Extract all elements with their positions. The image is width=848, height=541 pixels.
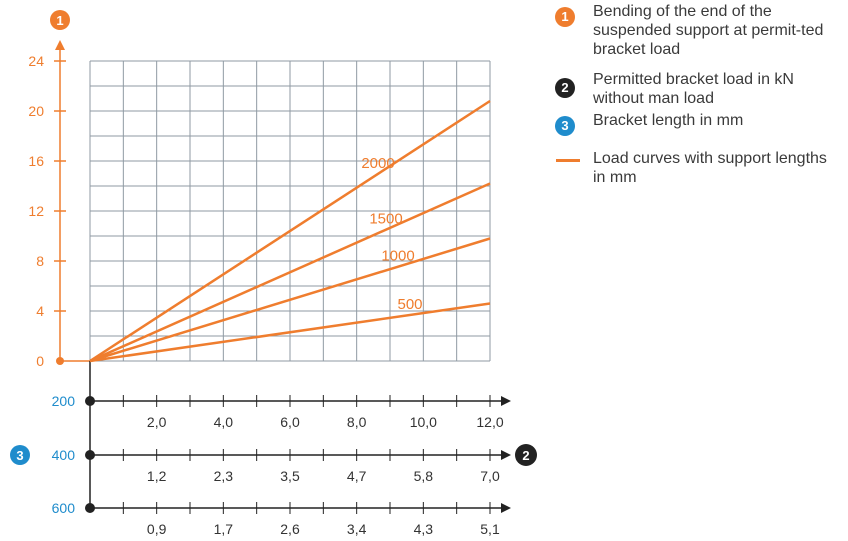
x-tick-label: 4,7 (347, 468, 367, 484)
x-axis-origin-dot (85, 450, 95, 460)
legend-text: Bending of the end of the suspended supp… (593, 3, 824, 58)
x-tick-label: 0,9 (147, 521, 167, 537)
bracket-length-label: 600 (52, 500, 76, 516)
x-tick-label: 5,1 (480, 521, 500, 537)
legend-text: Bracket length in mm (593, 112, 744, 129)
load-curves: 2000 1500 1000 500 (89, 99, 491, 363)
x-tick-label: 2,0 (147, 414, 167, 430)
x-axis-arrow-icon (501, 450, 511, 460)
bracket-length-label: 400 (52, 447, 76, 463)
x-tick-label: 5,8 (414, 468, 434, 484)
y-tick-label: 4 (36, 303, 44, 319)
y-tick-label: 24 (28, 53, 44, 69)
x-axes: 200 2,0 4,0 6,0 8,0 10,0 12,0 400 1,2 2,3 3,5 4,7 5,… (10, 361, 537, 537)
load-curve-500 (89, 302, 491, 363)
x-tick-label: 6,0 (280, 414, 300, 430)
badge-1-icon: 1 (555, 7, 575, 27)
x-axis-arrow-icon (501, 503, 511, 513)
legend-text: Permitted bracket load in kN without man… (593, 71, 794, 107)
x-axis-origin-dot (85, 503, 95, 513)
load-curve-2000 (89, 99, 491, 363)
badge-3-icon: 3 (555, 116, 575, 136)
badge-2-icon (515, 444, 537, 466)
y-axis: 1 0 4 8 12 16 20 24 (28, 10, 90, 369)
badge-3-icon (10, 445, 30, 465)
curve-label-500: 500 (397, 296, 422, 313)
badge-2-icon: 2 (555, 78, 575, 98)
x-tick-label: 3,4 (347, 521, 367, 537)
x-tick-label: 2,3 (214, 468, 234, 484)
x-tick-label: 4,3 (414, 521, 434, 537)
load-curve-1500 (89, 182, 491, 363)
curve-label-1000: 1000 (381, 248, 414, 265)
x-tick-label: 1,2 (147, 468, 167, 484)
x-axis-badge-left-label: 3 (16, 448, 23, 463)
curve-label-1500: 1500 (369, 211, 402, 228)
y-tick-label: 0 (36, 353, 44, 369)
badge-1-icon (50, 10, 70, 30)
x-tick-label: 12,0 (476, 414, 503, 430)
orange-line-icon (556, 159, 580, 162)
curve-label-2000: 2000 (361, 155, 394, 172)
x-tick-label: 1,7 (214, 521, 234, 537)
y-axis-badge-label: 1 (56, 13, 63, 28)
y-tick-label: 12 (28, 203, 44, 219)
y-axis-arrow-icon (55, 40, 65, 50)
x-axis-badge-right-label: 2 (522, 448, 529, 463)
x-tick-label: 4,0 (214, 414, 234, 430)
y-tick-label: 8 (36, 253, 44, 269)
y-tick-label: 20 (28, 103, 44, 119)
x-tick-label: 8,0 (347, 414, 367, 430)
x-axis-origin-dot (85, 396, 95, 406)
grid (89, 60, 491, 362)
bracket-length-label: 200 (52, 393, 76, 409)
x-tick-label: 7,0 (480, 468, 500, 484)
load-curve-1000 (89, 237, 491, 363)
y-tick-label: 16 (28, 153, 44, 169)
x-tick-label: 2,6 (280, 521, 300, 537)
x-tick-label: 3,5 (280, 468, 300, 484)
x-tick-label: 10,0 (410, 414, 437, 430)
legend-text: Load curves with support lengths in mm (593, 150, 827, 186)
x-axis-arrow-icon (501, 396, 511, 406)
